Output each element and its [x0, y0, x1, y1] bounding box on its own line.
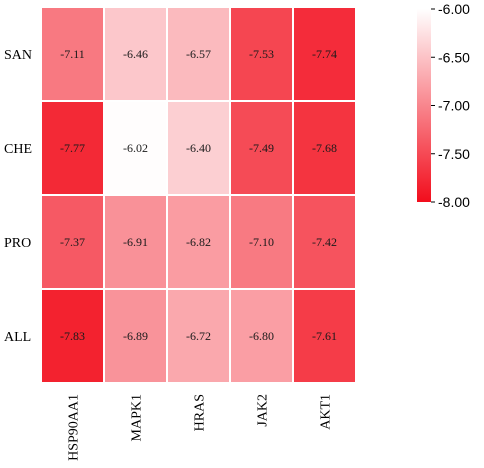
- colorbar-tick-label: -6.00: [438, 1, 470, 17]
- column-label: HRAS: [193, 394, 208, 431]
- heatmap-cell: [168, 8, 229, 100]
- cell-value-label: -7.68: [312, 141, 337, 155]
- row-label: PRO: [4, 236, 31, 251]
- cell-value-label: -7.83: [60, 329, 85, 343]
- column-labels: HSP90AA1 MAPK1 HRAS JAK2 AKT1: [67, 394, 334, 461]
- cell-value-label: -7.77: [60, 141, 85, 155]
- row-label: SAN: [4, 48, 32, 63]
- heatmap-cell: [105, 8, 166, 100]
- heatmap-cell: [105, 290, 166, 382]
- colorbar: -6.00 -6.50 -7.00 -7.50 -8.00: [417, 1, 470, 210]
- cell-value-label: -6.46: [123, 47, 148, 61]
- cell-value-label: -6.91: [123, 235, 148, 249]
- cell-value-label: -7.53: [249, 47, 274, 61]
- cell-value-label: -7.49: [249, 141, 274, 155]
- heatmap-cell: [42, 102, 103, 194]
- heatmap-cell: [168, 290, 229, 382]
- heatmap-cell: [105, 102, 166, 194]
- colorbar-gradient: [417, 9, 431, 202]
- cell-value-label: -7.11: [60, 47, 85, 61]
- cell-value-label: -6.40: [186, 141, 211, 155]
- heatmap-cell: [105, 196, 166, 288]
- cell-value-label: -6.89: [123, 329, 148, 343]
- heatmap-cell: [42, 196, 103, 288]
- colorbar-tick-label: -7.50: [438, 146, 470, 162]
- heatmap-cell: [294, 102, 355, 194]
- cell-value-label: -6.72: [186, 329, 211, 343]
- heatmap-cell: [294, 290, 355, 382]
- cell-value-label: -6.80: [249, 329, 274, 343]
- colorbar-tick-label: -6.50: [438, 49, 470, 65]
- heatmap-cell: [231, 290, 292, 382]
- column-label: MAPK1: [130, 394, 145, 441]
- heatmap-cell: [168, 196, 229, 288]
- column-label: HSP90AA1: [67, 394, 82, 461]
- cell-value-label: -6.02: [123, 141, 148, 155]
- heatmap-cell: [168, 102, 229, 194]
- cell-value-label: -6.82: [186, 235, 211, 249]
- heatmap-cell: [294, 8, 355, 100]
- heatmap-cells: -7.11 -6.46 -6.57 -7.53 -7.74 -7.77 -6.02 -6.40…: [42, 8, 355, 382]
- cell-value-label: -7.42: [312, 235, 337, 249]
- row-label: ALL: [4, 330, 31, 345]
- heatmap-cell: [42, 290, 103, 382]
- cell-value-label: -7.61: [312, 329, 337, 343]
- column-label: JAK2: [256, 394, 271, 427]
- cell-value-label: -7.10: [249, 235, 274, 249]
- colorbar-tick-label: -8.00: [438, 194, 470, 210]
- cell-value-label: -7.37: [60, 235, 85, 249]
- colorbar-tick-label: -7.00: [438, 98, 470, 114]
- heatmap-cell: [231, 8, 292, 100]
- cell-value-label: -6.57: [186, 47, 211, 61]
- heatmap-cell: [231, 102, 292, 194]
- row-labels: SAN CHE PRO ALL: [4, 48, 32, 345]
- heatmap-cell: [294, 196, 355, 288]
- heatmap-cell: [231, 196, 292, 288]
- heatmap-cell: [42, 8, 103, 100]
- column-label: AKT1: [319, 394, 334, 430]
- row-label: CHE: [4, 142, 32, 157]
- cell-value-label: -7.74: [312, 47, 337, 61]
